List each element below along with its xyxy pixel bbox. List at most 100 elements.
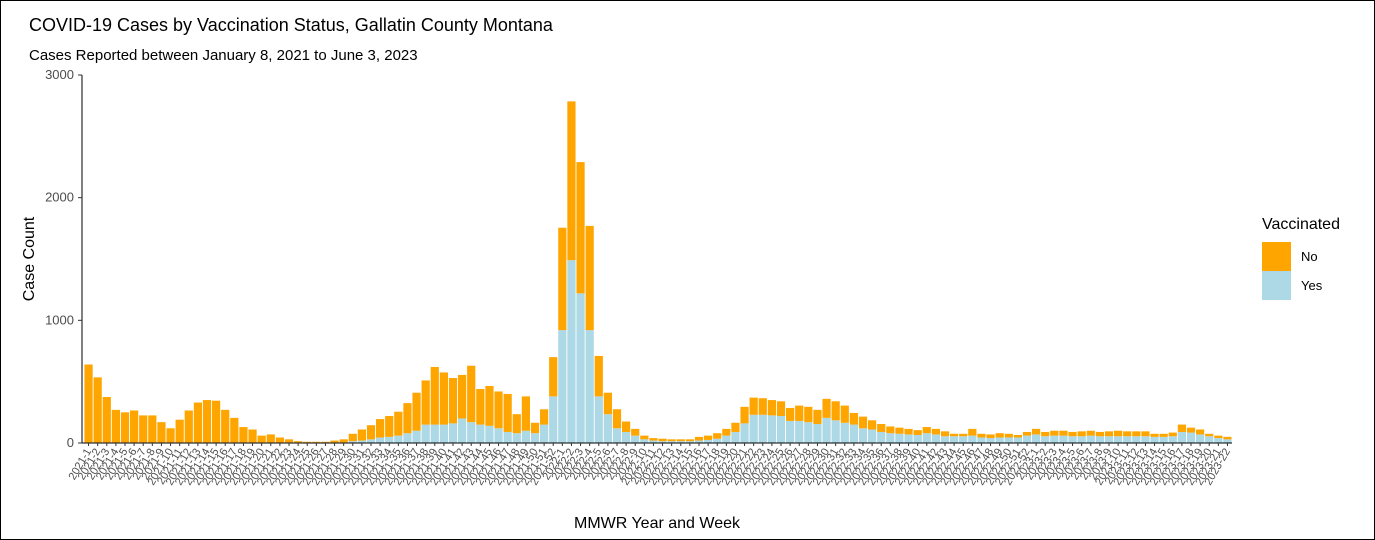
bar-yes bbox=[959, 436, 968, 443]
bar-no bbox=[166, 428, 175, 443]
bar-no bbox=[603, 392, 612, 415]
bar-yes bbox=[385, 436, 394, 443]
bar-yes bbox=[1186, 432, 1196, 443]
bar-no bbox=[1032, 428, 1041, 435]
bar-no bbox=[1196, 429, 1205, 435]
bar-yes bbox=[357, 440, 366, 443]
bar-no bbox=[412, 392, 421, 431]
bar-no bbox=[467, 365, 476, 423]
bar-no bbox=[758, 398, 767, 415]
bar-yes bbox=[1196, 434, 1205, 443]
bar-no bbox=[458, 374, 467, 419]
bar-no bbox=[348, 433, 357, 442]
bar-no bbox=[257, 435, 266, 443]
bar-no bbox=[813, 409, 822, 424]
bar-yes bbox=[977, 437, 986, 443]
bar-yes bbox=[430, 424, 439, 443]
bar-yes bbox=[922, 433, 931, 443]
bar-no bbox=[1059, 430, 1068, 436]
bar-no bbox=[1095, 431, 1104, 437]
bar-yes bbox=[704, 439, 713, 443]
bar-no bbox=[130, 410, 139, 443]
bar-no bbox=[212, 400, 221, 443]
bar-yes bbox=[594, 396, 603, 443]
bar-no bbox=[858, 416, 868, 429]
bar-yes bbox=[1086, 435, 1095, 443]
bar-yes bbox=[540, 424, 549, 443]
bar-yes bbox=[886, 433, 895, 443]
bar-yes bbox=[467, 422, 476, 443]
bar-yes bbox=[786, 420, 795, 443]
bar-no bbox=[913, 430, 922, 436]
bar-no bbox=[512, 414, 521, 434]
bar-no bbox=[940, 431, 950, 437]
bar-no bbox=[1013, 435, 1022, 438]
bar-no bbox=[1004, 433, 1013, 438]
bar-yes bbox=[558, 330, 567, 443]
bar-no bbox=[1114, 430, 1123, 437]
bar-no bbox=[831, 401, 840, 421]
legend-label-no: No bbox=[1301, 249, 1318, 264]
bar-no bbox=[239, 427, 248, 443]
bar-no bbox=[877, 423, 886, 432]
bar-yes bbox=[1214, 438, 1223, 443]
bar-no bbox=[895, 427, 904, 434]
bar-no bbox=[275, 437, 284, 443]
bar-no bbox=[694, 436, 704, 441]
bar-yes bbox=[840, 422, 849, 443]
bar-no bbox=[1123, 431, 1132, 437]
bar-no bbox=[822, 398, 831, 418]
bar-yes bbox=[649, 440, 658, 443]
bar-yes bbox=[622, 431, 631, 443]
bar-no bbox=[1086, 430, 1095, 436]
bar-no bbox=[157, 422, 166, 443]
bar-yes bbox=[968, 435, 977, 443]
bar-yes bbox=[822, 417, 831, 443]
bar-yes bbox=[1205, 436, 1214, 443]
bar-no bbox=[849, 412, 858, 425]
bar-yes bbox=[1123, 436, 1132, 443]
bar-no bbox=[631, 428, 640, 436]
legend-swatch-no bbox=[1262, 242, 1291, 271]
bar-yes bbox=[722, 435, 731, 443]
bar-yes bbox=[366, 439, 376, 443]
bar-yes bbox=[394, 435, 403, 443]
bar-yes bbox=[813, 423, 822, 443]
bar-no bbox=[1132, 431, 1141, 437]
bar-no bbox=[93, 377, 102, 443]
bar-no bbox=[485, 385, 494, 426]
bar-yes bbox=[485, 425, 494, 443]
legend-label-yes: Yes bbox=[1301, 278, 1323, 293]
chart-subtitle: Cases Reported between January 8, 2021 t… bbox=[29, 47, 418, 64]
bar-no bbox=[640, 435, 649, 440]
bar-no bbox=[795, 405, 804, 421]
bar-yes bbox=[931, 434, 940, 443]
bar-no bbox=[494, 391, 503, 429]
legend-item-no: No bbox=[1262, 242, 1340, 271]
bar-yes bbox=[421, 424, 430, 443]
bar-no bbox=[558, 227, 567, 331]
bar-no bbox=[804, 406, 813, 423]
bar-no bbox=[312, 441, 321, 443]
bar-no bbox=[931, 428, 940, 435]
bar-no bbox=[202, 400, 212, 443]
bar-no bbox=[549, 357, 558, 397]
bar-no bbox=[230, 417, 239, 443]
bar-yes bbox=[412, 430, 421, 443]
legend-title: Vaccinated bbox=[1262, 216, 1340, 233]
bar-no bbox=[184, 410, 193, 443]
bar-yes bbox=[950, 436, 959, 443]
bar-no bbox=[521, 396, 530, 431]
bar-yes bbox=[1150, 436, 1159, 443]
bar-yes bbox=[576, 293, 585, 443]
bar-yes bbox=[904, 434, 913, 443]
bar-yes bbox=[1168, 436, 1177, 443]
bar-yes bbox=[458, 418, 467, 443]
bar-yes bbox=[767, 415, 776, 443]
bar-no bbox=[148, 415, 157, 443]
bar-yes bbox=[1059, 435, 1068, 443]
bar-yes bbox=[439, 424, 448, 443]
chart-title: COVID-19 Cases by Vaccination Status, Ga… bbox=[29, 15, 553, 35]
bar-yes bbox=[776, 416, 786, 443]
bar-no bbox=[1022, 431, 1032, 436]
